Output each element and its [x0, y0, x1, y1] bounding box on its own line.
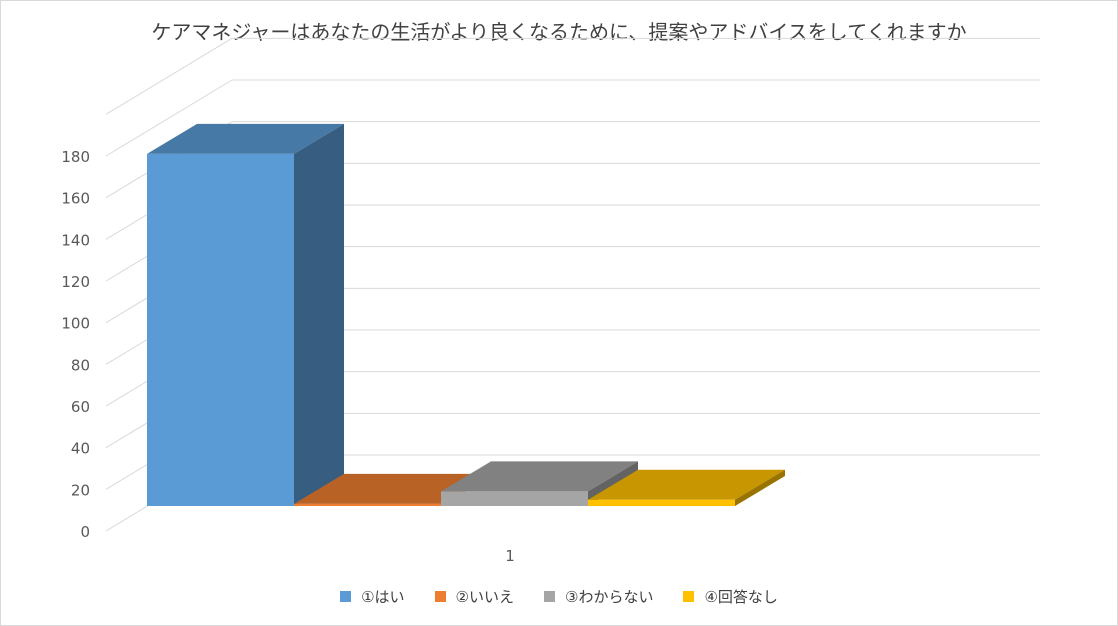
x-axis-category-labels: 1 — [505, 547, 515, 565]
side-gridline — [105, 79, 233, 157]
legend-item: ④回答なし — [683, 586, 778, 607]
y-tick-label: 100 — [61, 315, 90, 333]
legend-label: ④回答なし — [704, 588, 778, 606]
bars — [147, 123, 785, 507]
bar-front-face — [441, 491, 588, 506]
bar-side-face — [735, 469, 785, 506]
y-tick-label: 160 — [61, 190, 90, 208]
bar-side-face — [294, 123, 344, 507]
y-tick-label: 180 — [61, 148, 90, 166]
side-gridline — [105, 37, 233, 115]
legend-label: ①はい — [361, 588, 405, 606]
bar-front-face — [147, 153, 294, 506]
x-category-label: 1 — [505, 547, 515, 565]
y-tick-label: 20 — [71, 481, 90, 499]
legend-swatch — [544, 591, 555, 602]
chart-title: ケアマネジャーはあなたの生活がより良くなるために、提案やアドバイスをしてくれます… — [151, 20, 967, 44]
legend-label: ②いいえ — [455, 588, 514, 606]
legend-swatch — [340, 591, 352, 602]
y-tick-label: 60 — [71, 398, 90, 416]
bar-top-face — [441, 461, 638, 492]
legend-label: ③わからない — [565, 588, 654, 606]
bar-front-face — [588, 499, 735, 506]
y-tick-label: 80 — [71, 356, 90, 374]
legend-swatch — [434, 591, 446, 602]
legend-item: ③わからない — [544, 586, 653, 607]
legend: ①はい ②いいえ ③わからない ④回答なし — [0, 586, 1118, 607]
y-axis-tick-labels: 0 20 40 60 80 100 120 140 160 180 — [61, 148, 90, 541]
bar-front-face — [294, 503, 441, 506]
legend-item: ①はい — [340, 586, 405, 607]
bar-top-face — [147, 123, 344, 154]
legend-swatch — [683, 591, 695, 602]
y-tick-label: 0 — [80, 523, 90, 541]
y-tick-label: 140 — [61, 231, 90, 249]
y-tick-label: 120 — [61, 273, 90, 291]
bar-1 — [147, 123, 344, 507]
bar-4 — [588, 469, 785, 506]
legend-item: ②いいえ — [434, 586, 514, 607]
bar-top-face — [588, 469, 785, 500]
y-tick-label: 40 — [71, 440, 90, 458]
